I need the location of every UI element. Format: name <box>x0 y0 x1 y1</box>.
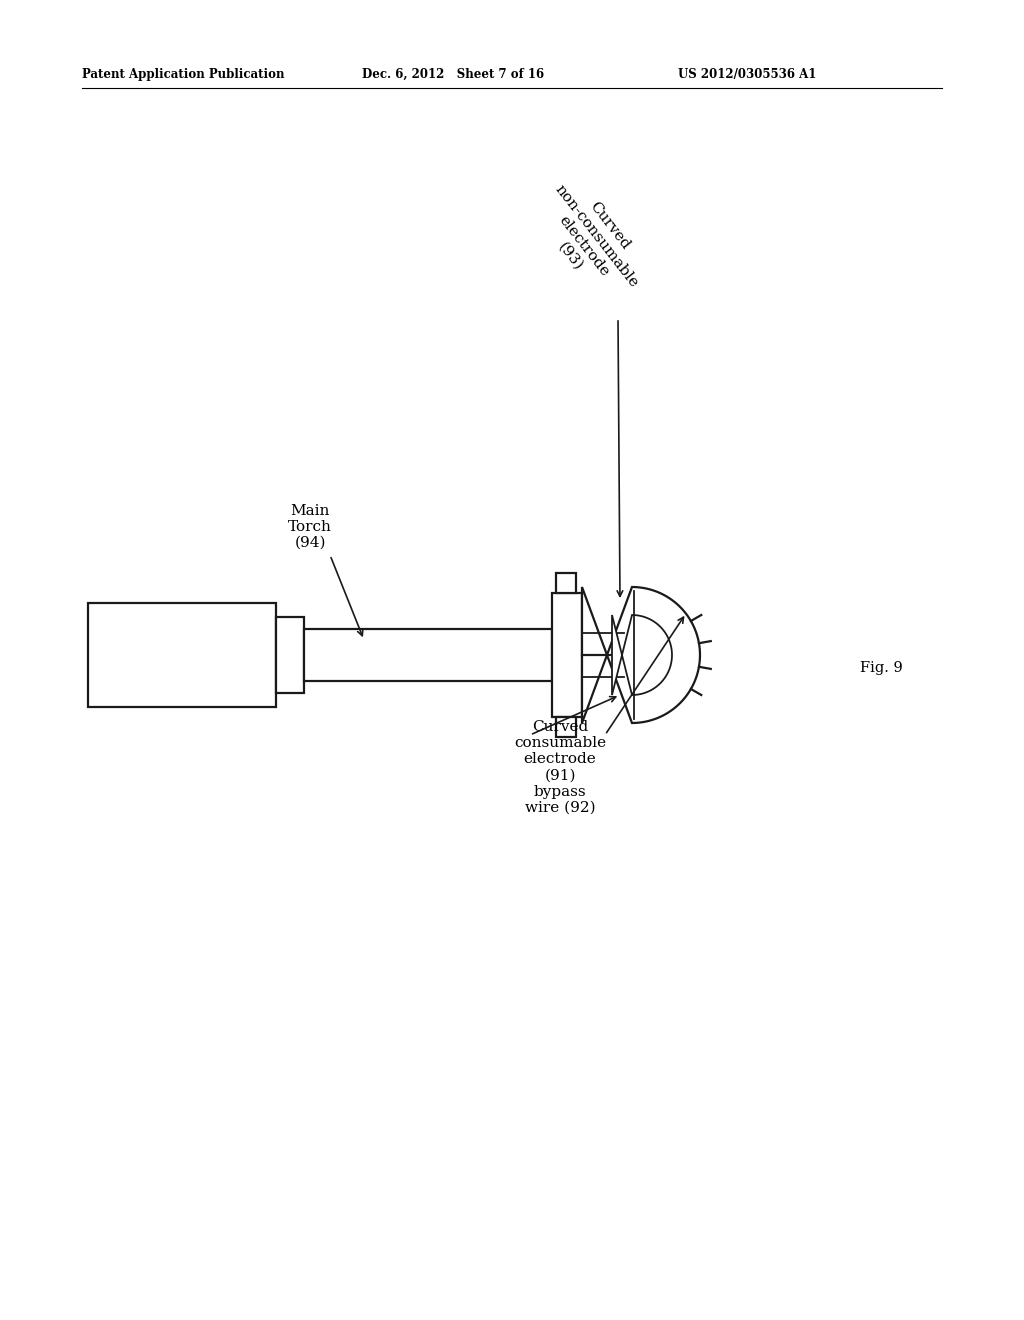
Bar <box>304 630 552 681</box>
Bar <box>556 717 575 737</box>
Text: Main
Torch
(94): Main Torch (94) <box>288 504 332 550</box>
Text: Patent Application Publication: Patent Application Publication <box>82 69 285 81</box>
Bar <box>276 616 304 693</box>
Polygon shape <box>582 587 700 723</box>
Text: Fig. 9: Fig. 9 <box>860 661 903 675</box>
Bar <box>556 573 575 593</box>
Text: Curved
consumable
electrode
(91)
bypass
wire (92): Curved consumable electrode (91) bypass … <box>514 719 606 814</box>
Text: US 2012/0305536 A1: US 2012/0305536 A1 <box>678 69 816 81</box>
Text: Curved
non-consumable
electrode
(93): Curved non-consumable electrode (93) <box>526 172 653 310</box>
Bar <box>552 593 582 717</box>
Polygon shape <box>612 615 672 696</box>
Text: Dec. 6, 2012   Sheet 7 of 16: Dec. 6, 2012 Sheet 7 of 16 <box>362 69 544 81</box>
Bar <box>88 603 276 708</box>
